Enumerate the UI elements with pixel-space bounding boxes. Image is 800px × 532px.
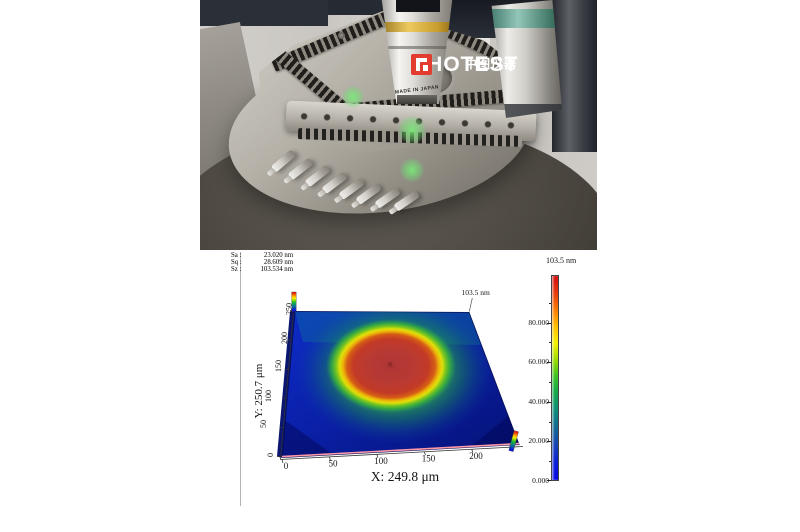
roughness-stats: Sa : 23.020 nm Sq : 28.609 nm Sz : 103.5…: [231, 252, 293, 274]
x-tick-label: 200: [469, 451, 483, 461]
y-tick-label: 150: [274, 360, 283, 372]
x-tick-label: 100: [374, 456, 388, 466]
colorbar-top-label: 103.5 nm: [546, 256, 577, 265]
x-axis: [279, 446, 524, 460]
colorbar-minor-tick: [549, 381, 551, 383]
colorbar-minor-tick: [549, 461, 551, 463]
x-axis-ticks: [281, 448, 474, 464]
stat-row-sz: Sz : 103.534 nm: [231, 266, 293, 273]
colorbar-gradient: [551, 275, 559, 481]
colorbar-tick-label: 20.000: [528, 436, 549, 446]
stat-label: Sa :: [231, 252, 242, 259]
colorbar-tick-mark: [547, 322, 551, 324]
chotest-logo-icon: [411, 54, 432, 75]
colorbar-minor-tick: [549, 302, 551, 304]
logo-subtitle-text: 中图仪器: [465, 57, 518, 71]
y-tick-label: 50: [259, 420, 268, 428]
plate-screw: [338, 32, 345, 39]
objective-tip: [397, 95, 437, 104]
objective-lens-far-right: [552, 0, 597, 152]
z-annotation-label: 103.5 nm: [462, 288, 491, 297]
stat-value: 103.534 nm: [260, 266, 293, 274]
green-light-glow: [400, 158, 424, 182]
colorbar-tick-mark: [547, 441, 551, 443]
colorbar-tick-label: 60.000: [528, 357, 549, 366]
green-light-glow: [342, 86, 364, 108]
objective-teal-band: [491, 9, 562, 28]
colorbar-tick-label: 40.000: [528, 396, 549, 406]
y-axis-ticks: [276, 310, 295, 458]
stat-label: Sz :: [231, 266, 242, 274]
z-scale-post-bottom-right: [508, 430, 519, 452]
logo-brand-text: CHOTEST: [411, 53, 519, 76]
objective-gold-band: [381, 22, 453, 32]
x-tick-label: 0: [284, 461, 289, 471]
objective-mount: [396, 0, 440, 12]
colorbar-minor-tick: [549, 342, 551, 344]
y-tick-label: 0: [266, 453, 275, 457]
y-axis: [280, 312, 294, 460]
stat-value: 23.020 nm: [263, 252, 293, 259]
colorbar-tick-mark: [547, 362, 551, 363]
stat-row-sq: Sq : 28.609 nm: [231, 259, 293, 266]
objective-ring-line: [382, 46, 452, 49]
stat-label: Sq :: [231, 259, 242, 267]
colorbar: 103.5 nm 80.000 60.000 40.000 20.000 0.0…: [524, 256, 588, 494]
green-light-glow: [398, 116, 426, 144]
surface-front-edge: [281, 442, 520, 458]
microscope-photo: MADE IN JAPAN CHOTEST 中图仪器: [200, 0, 597, 250]
x-tick-label: 150: [422, 454, 436, 464]
stat-row-sa: Sa : 23.020 nm: [231, 252, 293, 259]
dome-center-dot: [387, 361, 393, 367]
colorbar-minor-tick: [549, 421, 551, 423]
colorbar-tick-label: 80.000: [528, 317, 549, 327]
y-axis-label: Y: 250.7 μm: [253, 363, 265, 418]
y-tick-label: 200: [280, 332, 289, 344]
surface-plot-3d: 0 50 100 150 200 X: 249.8 μm 0 50 100 15…: [253, 288, 524, 484]
surface-texture: [282, 311, 519, 458]
z-annotation-leader: [468, 297, 473, 312]
stat-value: 28.609 nm: [263, 259, 293, 267]
colorbar-tick-label: 0.000: [532, 476, 549, 485]
colorbar-tick-mark: [547, 480, 551, 481]
x-axis-label: X: 249.8 μm: [371, 469, 440, 484]
y-tick-label: 100: [264, 390, 273, 402]
z-scale-post-top-left: [291, 291, 297, 312]
y-tick-label: 250: [285, 303, 294, 315]
microscope-top-frame-left: [200, 0, 328, 26]
panel-left-border: [240, 252, 241, 506]
x-tick-label: 50: [329, 459, 339, 469]
colorbar-tick-mark: [547, 401, 551, 403]
